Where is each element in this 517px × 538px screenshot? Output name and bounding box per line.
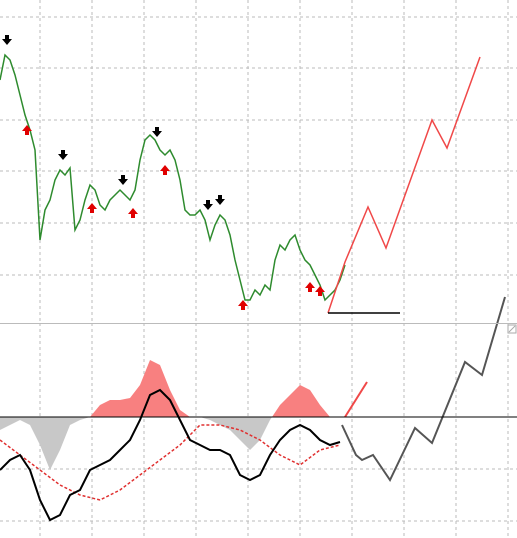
oscillator-area-negative bbox=[0, 417, 330, 470]
buy-arrow bbox=[160, 165, 170, 175]
buy-arrow bbox=[238, 300, 248, 310]
buy-arrow bbox=[87, 203, 97, 213]
buy-arrow bbox=[22, 125, 32, 135]
signal-line bbox=[0, 424, 341, 501]
series-line bbox=[0, 53, 346, 302]
panel-icon-mark bbox=[508, 325, 516, 333]
oscillator-area bbox=[0, 360, 330, 417]
buy-arrow bbox=[128, 208, 138, 218]
sell-arrow bbox=[58, 150, 68, 160]
panel-icon[interactable] bbox=[507, 324, 517, 334]
sell-arrow bbox=[215, 195, 225, 205]
series-line bbox=[344, 381, 368, 418]
sell-arrow bbox=[2, 35, 12, 45]
series-line bbox=[341, 296, 506, 482]
sell-arrow bbox=[118, 175, 128, 185]
buy-arrow bbox=[305, 282, 315, 292]
sell-arrow bbox=[203, 200, 213, 210]
series-line bbox=[327, 56, 481, 314]
sell-arrow bbox=[152, 127, 162, 137]
series-line bbox=[0, 388, 341, 522]
buy-arrow bbox=[315, 286, 325, 296]
